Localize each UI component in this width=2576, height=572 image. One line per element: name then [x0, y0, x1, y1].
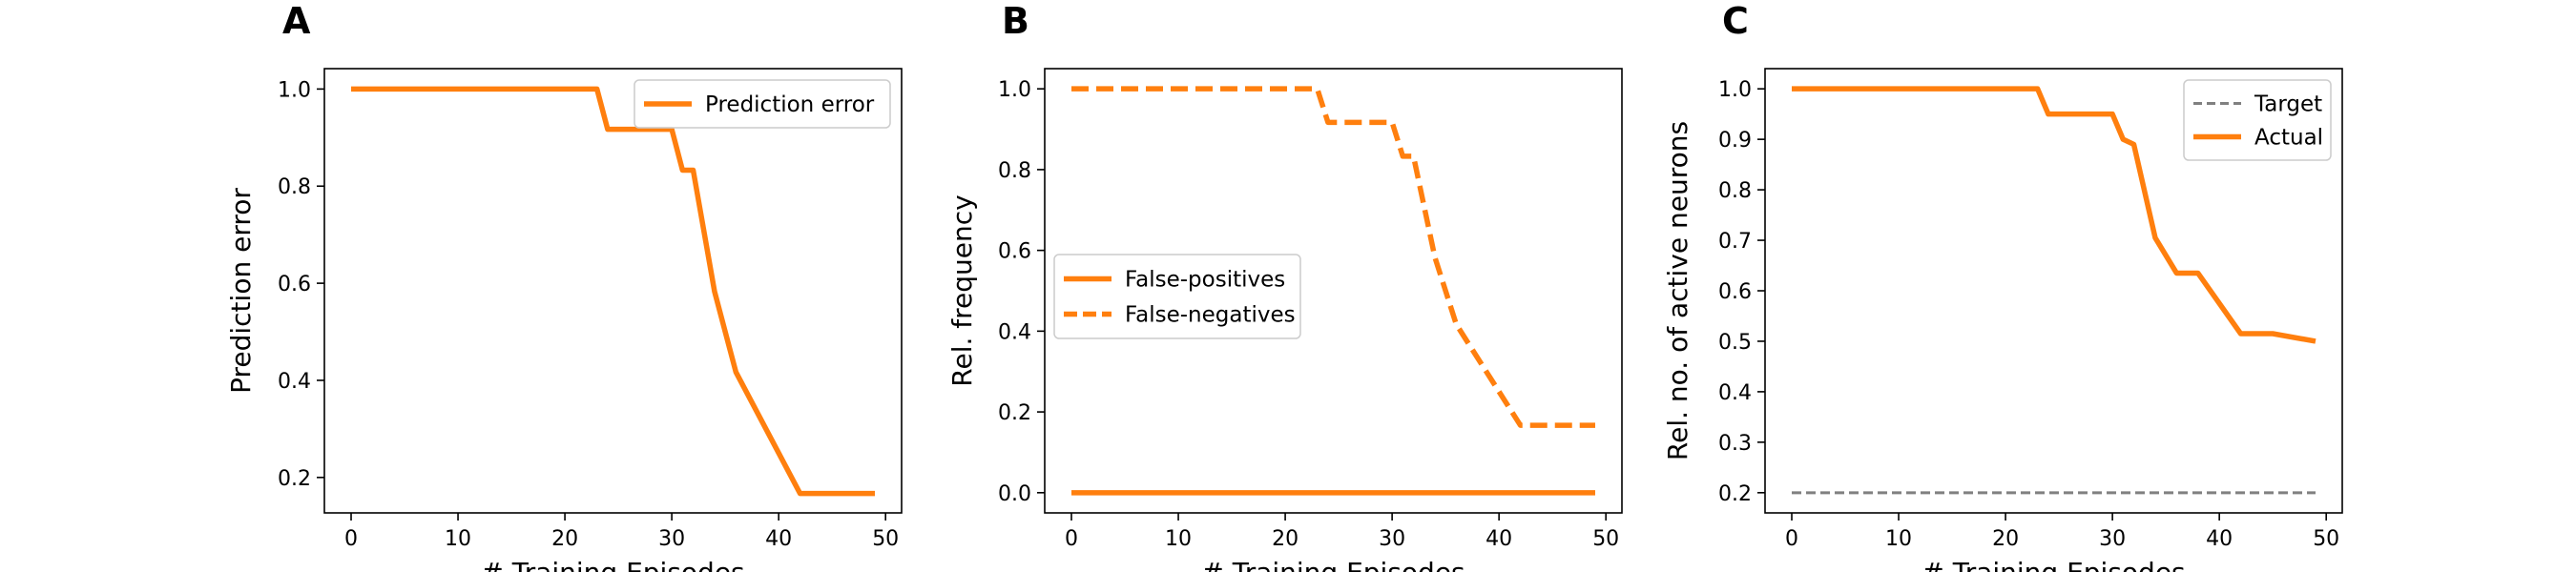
- panel-b: B 0 10 20 30 40 50 0.0 0.2 0.4 0.6 0.8 1.0 # Training…: [946, 0, 1623, 572]
- x-tick-label: 0: [1065, 527, 1078, 551]
- y-tick-label: 0.0: [998, 482, 1031, 506]
- y-tick-label: 0.2: [998, 401, 1031, 425]
- x-tick-label: 0: [344, 527, 358, 551]
- x-tick-label: 30: [2099, 527, 2126, 551]
- x-tick-label: 50: [2313, 527, 2339, 551]
- y-axis-label: Prediction error: [225, 188, 257, 394]
- x-tick-label: 10: [1885, 527, 1912, 551]
- x-axis-label: # Training Episodes: [1922, 557, 2185, 572]
- x-tick-label: 40: [1485, 527, 1512, 551]
- x-axis-label: # Training Episodes: [481, 557, 744, 572]
- y-tick-label: 0.8: [998, 159, 1031, 183]
- x-tick-label: 30: [1379, 527, 1405, 551]
- y-tick-label: 1.0: [278, 78, 311, 102]
- series-line-1: [1071, 86, 1595, 428]
- y-tick-label: 0.5: [1718, 331, 1752, 355]
- x-tick-label: 10: [445, 527, 471, 551]
- series-group: [1071, 86, 1595, 496]
- panel-a: A 0 10 20 30 40 50 0.2 0.4 0.6 0.8 1.0 # Training Ep…: [225, 0, 903, 572]
- y-tick-label: 0.4: [998, 320, 1031, 344]
- y-tick-label: 1.0: [998, 78, 1031, 102]
- x-tick-label: 50: [872, 527, 899, 551]
- axes-frame: [1044, 68, 1623, 514]
- y-axis-label: Rel. frequency: [946, 194, 978, 386]
- y-tick-label: 0.6: [998, 240, 1031, 264]
- x-tick-label: 30: [658, 527, 685, 551]
- panel-label: B: [1002, 0, 1029, 42]
- y-tick-label: 0.8: [1718, 179, 1752, 203]
- x-tick-label: 40: [2206, 527, 2233, 551]
- legend: Prediction error: [634, 79, 891, 129]
- x-tick-label: 50: [1592, 527, 1619, 551]
- legend-label: False-positives: [1125, 268, 1285, 293]
- panel-c: C 0 10 20 30 40 50 0.2 0.3 0.4 0.5 0.6 0.7 0.8 0.9 1.0 #…: [1662, 0, 2343, 572]
- y-tick-label: 0.8: [278, 175, 311, 199]
- y-tick-label: 0.6: [278, 273, 311, 296]
- series-group: [1792, 86, 2316, 495]
- panel-label: A: [282, 0, 311, 42]
- legend-label: Target: [2254, 92, 2322, 117]
- x-tick-label: 20: [551, 527, 578, 551]
- series-group: [351, 86, 875, 497]
- y-tick-label: 0.3: [1718, 432, 1752, 456]
- y-tick-label: 0.2: [278, 467, 311, 491]
- x-tick-label: 40: [765, 527, 792, 551]
- y-tick-label: 0.4: [278, 370, 311, 394]
- y-tick-label: 0.4: [1718, 381, 1752, 405]
- legend-box: [1053, 254, 1301, 339]
- legend-label: False-negatives: [1125, 303, 1296, 328]
- y-tick-label: 0.7: [1718, 230, 1752, 254]
- legend: Target Actual: [2183, 79, 2332, 161]
- series-line-1: [1792, 86, 2316, 344]
- x-tick-label: 0: [1785, 527, 1798, 551]
- panel-label: C: [1722, 0, 1749, 42]
- axes-frame: [323, 68, 903, 514]
- y-axis-label: Rel. no. of active neurons: [1662, 121, 1693, 460]
- legend-label: Actual: [2254, 126, 2323, 151]
- legend-label: Prediction error: [705, 92, 875, 117]
- legend-box: [634, 79, 891, 129]
- x-tick-label: 20: [1272, 527, 1298, 551]
- legend: False-positives False-negatives: [1053, 254, 1301, 339]
- y-tick-label: 1.0: [1718, 78, 1752, 102]
- x-tick-label: 20: [1992, 527, 2019, 551]
- y-tick-label: 0.2: [1718, 482, 1752, 506]
- x-axis-label: # Training Episodes: [1201, 557, 1465, 572]
- legend-box: [2183, 79, 2332, 161]
- x-tick-label: 10: [1165, 527, 1192, 551]
- y-tick-label: 0.9: [1718, 129, 1752, 153]
- series-line-0: [351, 86, 875, 497]
- y-tick-label: 0.6: [1718, 280, 1752, 304]
